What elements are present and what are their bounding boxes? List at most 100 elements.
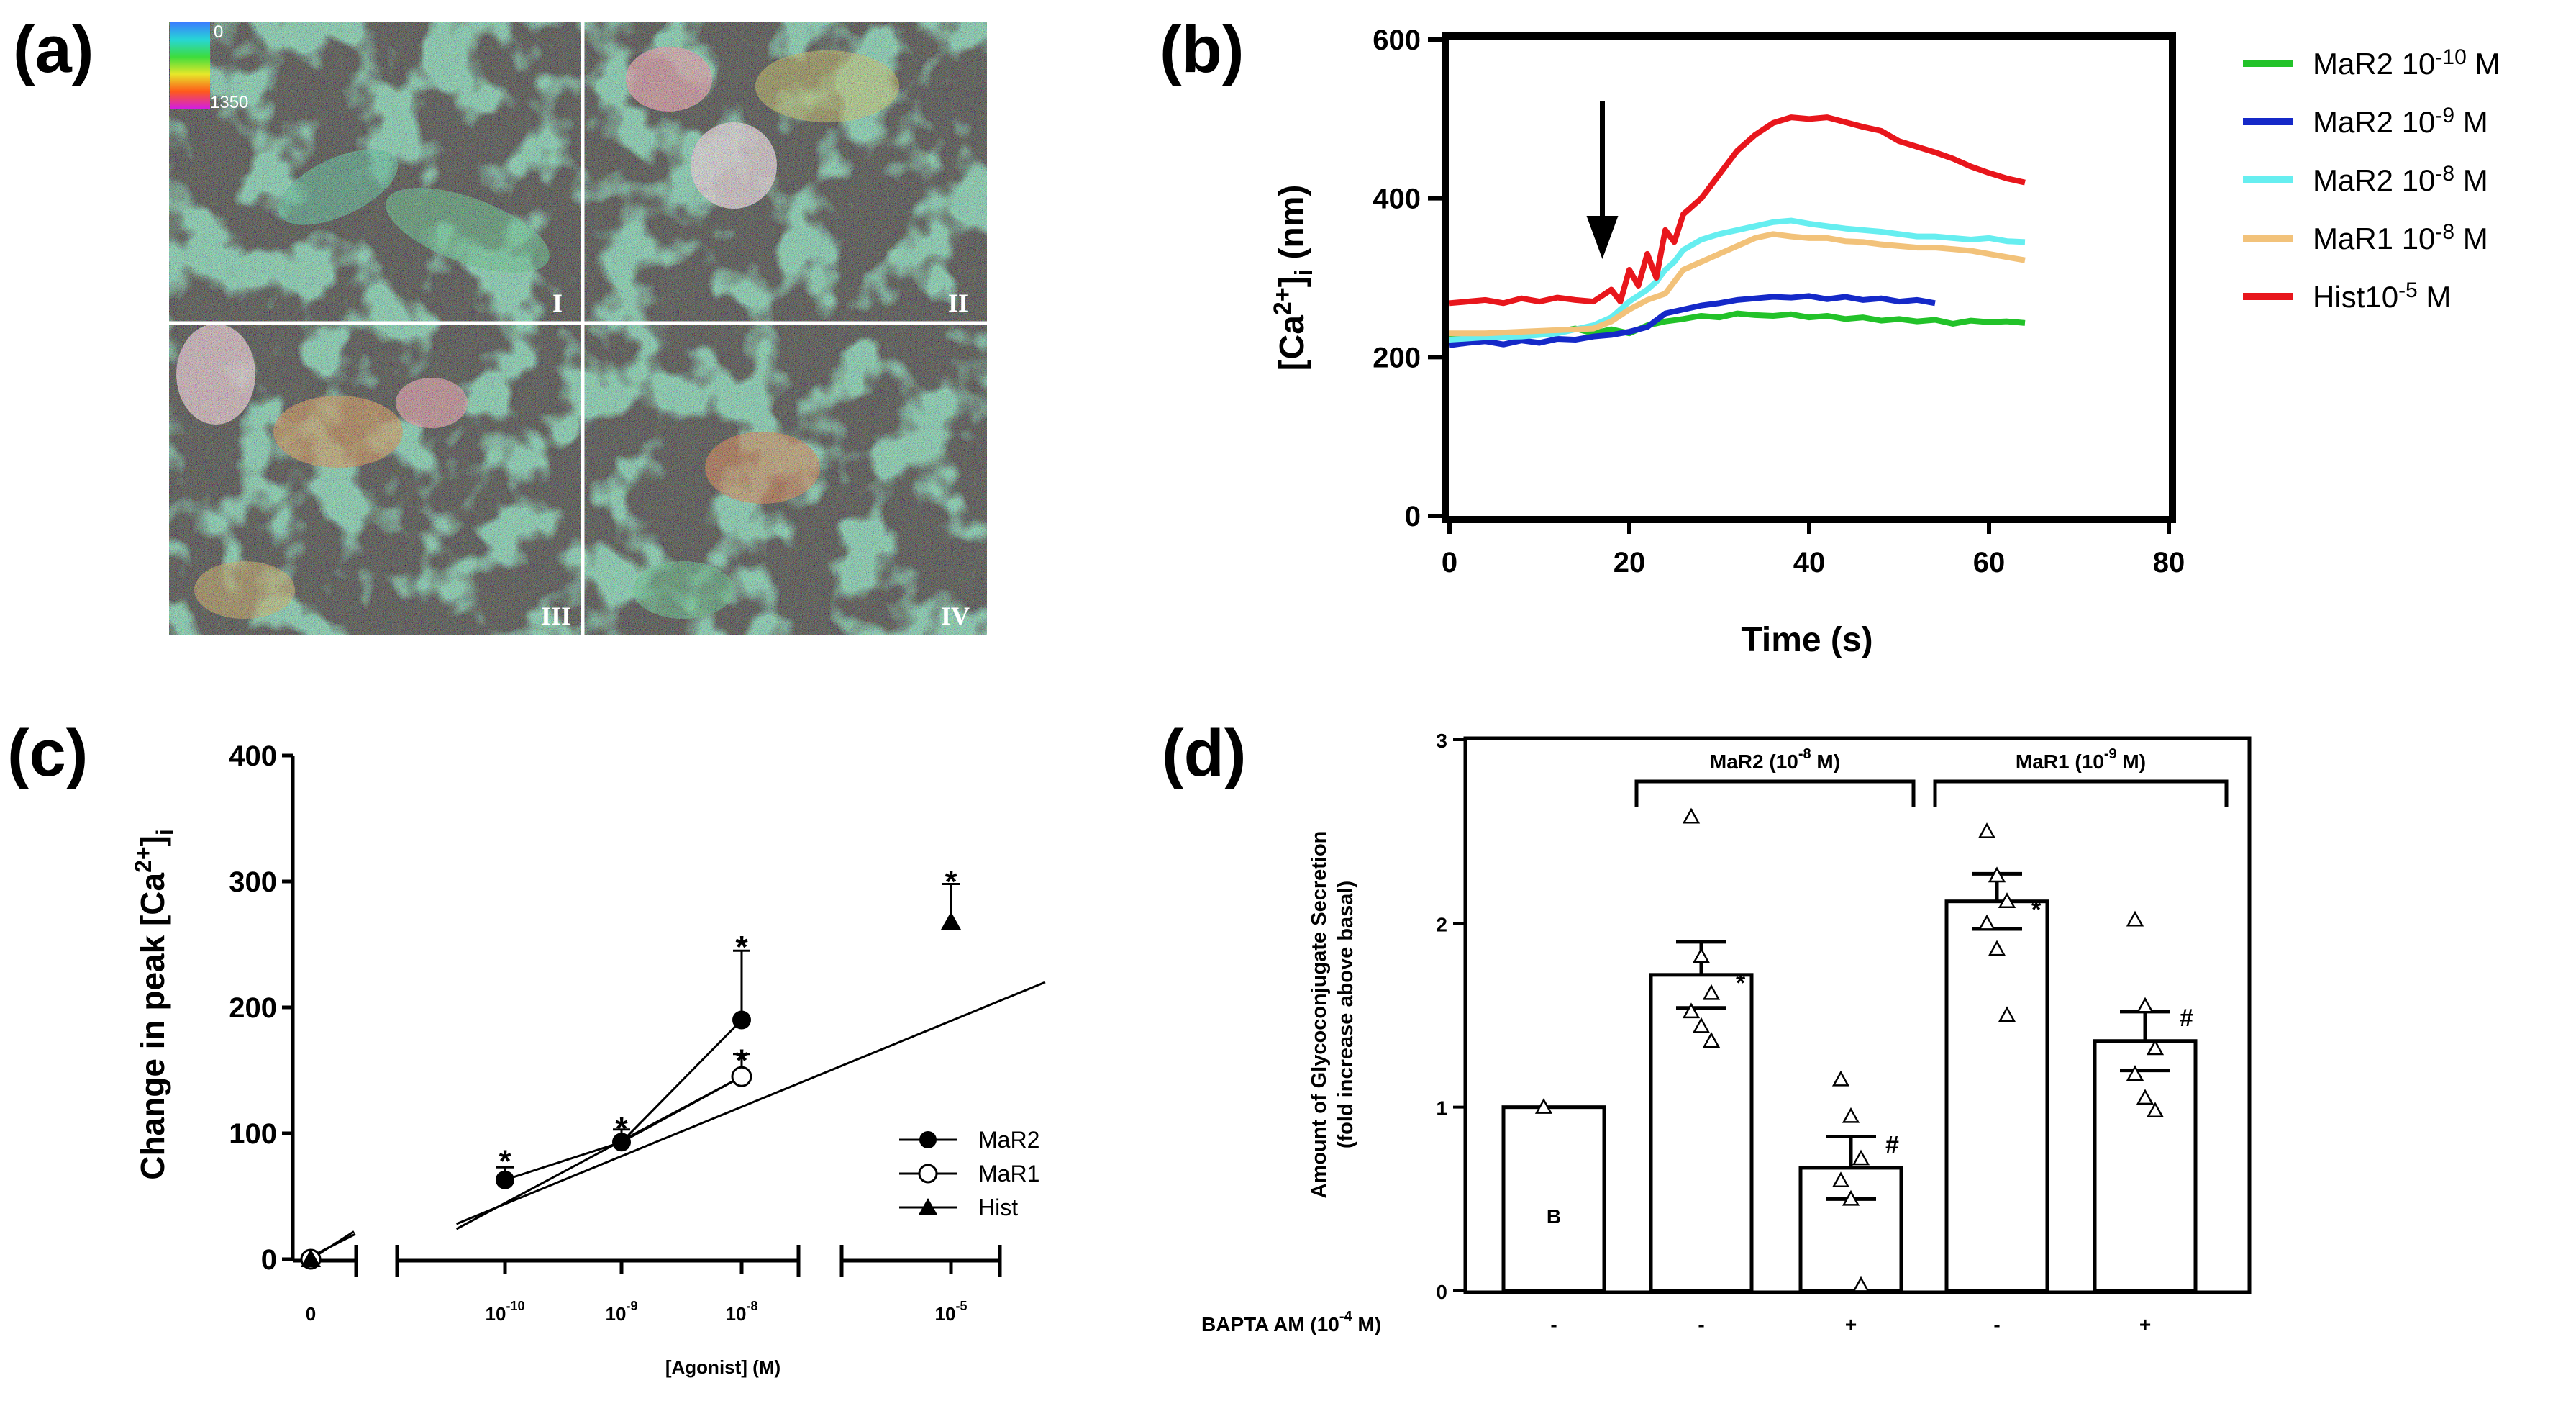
panel-c-x-axis-title: [Agonist] (M) — [665, 1356, 780, 1378]
legend-entry-3: MaR2 10-8 M — [2313, 162, 2488, 197]
panel-c-y-axis-title: Change in peak [Ca2+]i — [130, 829, 178, 1180]
panel-d-data-point — [1534, 1098, 1553, 1114]
panel-d-y-tick-label: 1 — [1436, 1097, 1447, 1120]
legend-entry-4: MaR1 10-8 M — [2313, 220, 2488, 255]
panel-c-y-tick-label: 300 — [229, 866, 277, 898]
panel-d-bar-3 — [1798, 1166, 1903, 1293]
panel-letter-d: (d) — [1162, 717, 1246, 790]
legend-marker-3 — [919, 1198, 937, 1215]
quadrant-label-3: III — [541, 602, 571, 630]
stimulus-arrow-head — [1586, 216, 1619, 259]
quadrant-label-1: I — [552, 289, 563, 317]
panel-b-y-tick-label: 600 — [1373, 24, 1421, 56]
panel-d-data-point — [1852, 1149, 1870, 1166]
panel-d-data-point — [1682, 1002, 1701, 1019]
panel-d-significance-marker: * — [1736, 970, 1746, 997]
quadrant-label-2: II — [948, 289, 968, 317]
panel-b-x-axis-title: Time (s) — [1741, 621, 1872, 659]
legend-label-3: Hist — [978, 1194, 1018, 1220]
quadrant-label-4: IV — [941, 602, 970, 630]
panel-d-data-point — [1998, 892, 2016, 908]
panel-d-data-point — [1988, 866, 2006, 883]
panel-d-y-tick-label: 3 — [1436, 730, 1447, 752]
panel-d-significance-marker: # — [1885, 1131, 1899, 1158]
panel-c-x-tick-label: 10-5 — [935, 1299, 968, 1325]
panel-d-y-tick-label: 2 — [1436, 913, 1447, 935]
panel-b-x-tick-label: 80 — [2153, 547, 2185, 579]
panel-c-chart: 0 100 200 300 400 0 10-10 10-9 10-8 10-5 * * * * * [A… — [130, 740, 1046, 1378]
panel-letter-b: (b) — [1160, 13, 1244, 86]
panel-b-series-line-3 — [1449, 217, 2026, 343]
panel-d-significance-marker: * — [2031, 896, 2042, 923]
legend-entry-5: Hist10-5 M — [2313, 278, 2451, 314]
panel-d-data-point — [1977, 914, 1996, 930]
panel-d-data-point — [1842, 1189, 1860, 1206]
panel-c-point-mar1 — [731, 1066, 752, 1087]
panel-d-group-bracket-1 — [1634, 779, 1916, 807]
panel-b-frame — [1442, 32, 2176, 523]
legend-marker-1 — [919, 1131, 937, 1148]
panel-d-data-point — [1831, 1070, 1850, 1087]
panel-d-data-point — [2146, 1102, 2165, 1118]
panel-d-y-tick-label: 0 — [1436, 1281, 1447, 1303]
panel-b-y-tick-label: 400 — [1373, 183, 1421, 215]
panel-d-data-point — [1998, 1006, 2016, 1022]
panel-b-x-tick-label: 20 — [1614, 547, 1646, 579]
panel-d-data-point — [1842, 1107, 1860, 1123]
panel-d-bar-1 — [1501, 1105, 1606, 1293]
panel-d-data-point — [1702, 1032, 1721, 1048]
panel-c-significance-star: * — [499, 1144, 511, 1179]
panel-d-group-label-2: MaR1 (10-9 M) — [2016, 746, 2146, 773]
panel-c-significance-star: * — [735, 930, 748, 965]
panel-d-bapta-sign: - — [1550, 1313, 1557, 1335]
panel-d-bar-5 — [2093, 1039, 2198, 1293]
stimulus-arrow — [1586, 101, 1619, 259]
panel-d-significance-marker: # — [2180, 1004, 2193, 1032]
panel-b-series-line-1 — [1449, 310, 2026, 340]
panel-d-bapta-sign: - — [1698, 1313, 1704, 1335]
panel-d-data-point — [2146, 1039, 2165, 1056]
panel-b-legend: MaR2 10-10 M MaR2 10-9 M MaR2 10-8 M MaR1 1… — [2243, 45, 2500, 314]
panel-d-bapta-sign: - — [1993, 1313, 2000, 1335]
panel-c-fit-line-1 — [455, 981, 1046, 1225]
panel-b-y-tick-label: 200 — [1373, 342, 1421, 373]
panel-b-x-tick-label: 40 — [1793, 547, 1826, 579]
panel-c-point-hist — [941, 912, 961, 930]
panel-letter-a: (a) — [13, 13, 94, 86]
panel-d-data-point — [1831, 1171, 1850, 1188]
panel-c-legend: MaR2 MaR1 Hist — [899, 1127, 1039, 1220]
panel-d-data-point — [1852, 1276, 1870, 1292]
panel-b-x-tick-label: 0 — [1442, 547, 1457, 579]
panel-c-y-tick-label: 0 — [261, 1244, 277, 1276]
panel-c-significance-star: * — [735, 1043, 748, 1079]
panel-d-data-point — [1692, 947, 1711, 963]
legend-label-2: MaR1 — [978, 1161, 1039, 1187]
panel-d-data-point — [1988, 940, 2006, 956]
panel-d-bar-4 — [1944, 899, 2049, 1293]
legend-entry-1: MaR2 10-10 M — [2313, 45, 2500, 81]
panel-d-data-point — [2136, 1089, 2154, 1105]
panel-b-series-line-4 — [1449, 231, 2026, 337]
panel-b-x-tick-label: 60 — [1973, 547, 2006, 579]
panel-d-data-point — [2136, 997, 2154, 1013]
panel-b-series-line-5 — [1449, 114, 2026, 307]
panel-c-y-tick-label: 400 — [229, 740, 277, 772]
colorbar — [170, 22, 210, 109]
panel-d-y-axis-title-line2: (fold increase above basal) — [1334, 881, 1357, 1148]
panel-c-point-hist — [301, 1249, 321, 1267]
panel-c-point-mar2 — [496, 1170, 514, 1189]
panel-d-group-bracket-2 — [1933, 779, 2229, 807]
panel-c-x-tick-label: 10-9 — [606, 1299, 638, 1325]
colorbar-min-label: 0 — [214, 22, 223, 42]
panel-d-data-point — [1692, 1017, 1711, 1033]
panel-c-significance-star: * — [945, 864, 957, 899]
panel-c-y-tick-label: 200 — [229, 992, 277, 1024]
panel-c-significance-star: * — [615, 1111, 628, 1146]
panel-d-chart: 0 1 2 3 * # * # B MaR2 (10-8 M) MaR1 (10-9 M) BA… — [1201, 730, 2252, 1335]
panel-d-bapta-label: BAPTA AM (10-4 M) — [1201, 1309, 1381, 1335]
panel-c-point-mar2 — [732, 1010, 751, 1030]
panel-c-y-tick-label: 100 — [229, 1118, 277, 1150]
panel-d-y-axis-title-line1: Amount of Glycoconjugate Secretion — [1308, 831, 1331, 1199]
panel-c-x-tick-label: 10-8 — [726, 1299, 758, 1325]
